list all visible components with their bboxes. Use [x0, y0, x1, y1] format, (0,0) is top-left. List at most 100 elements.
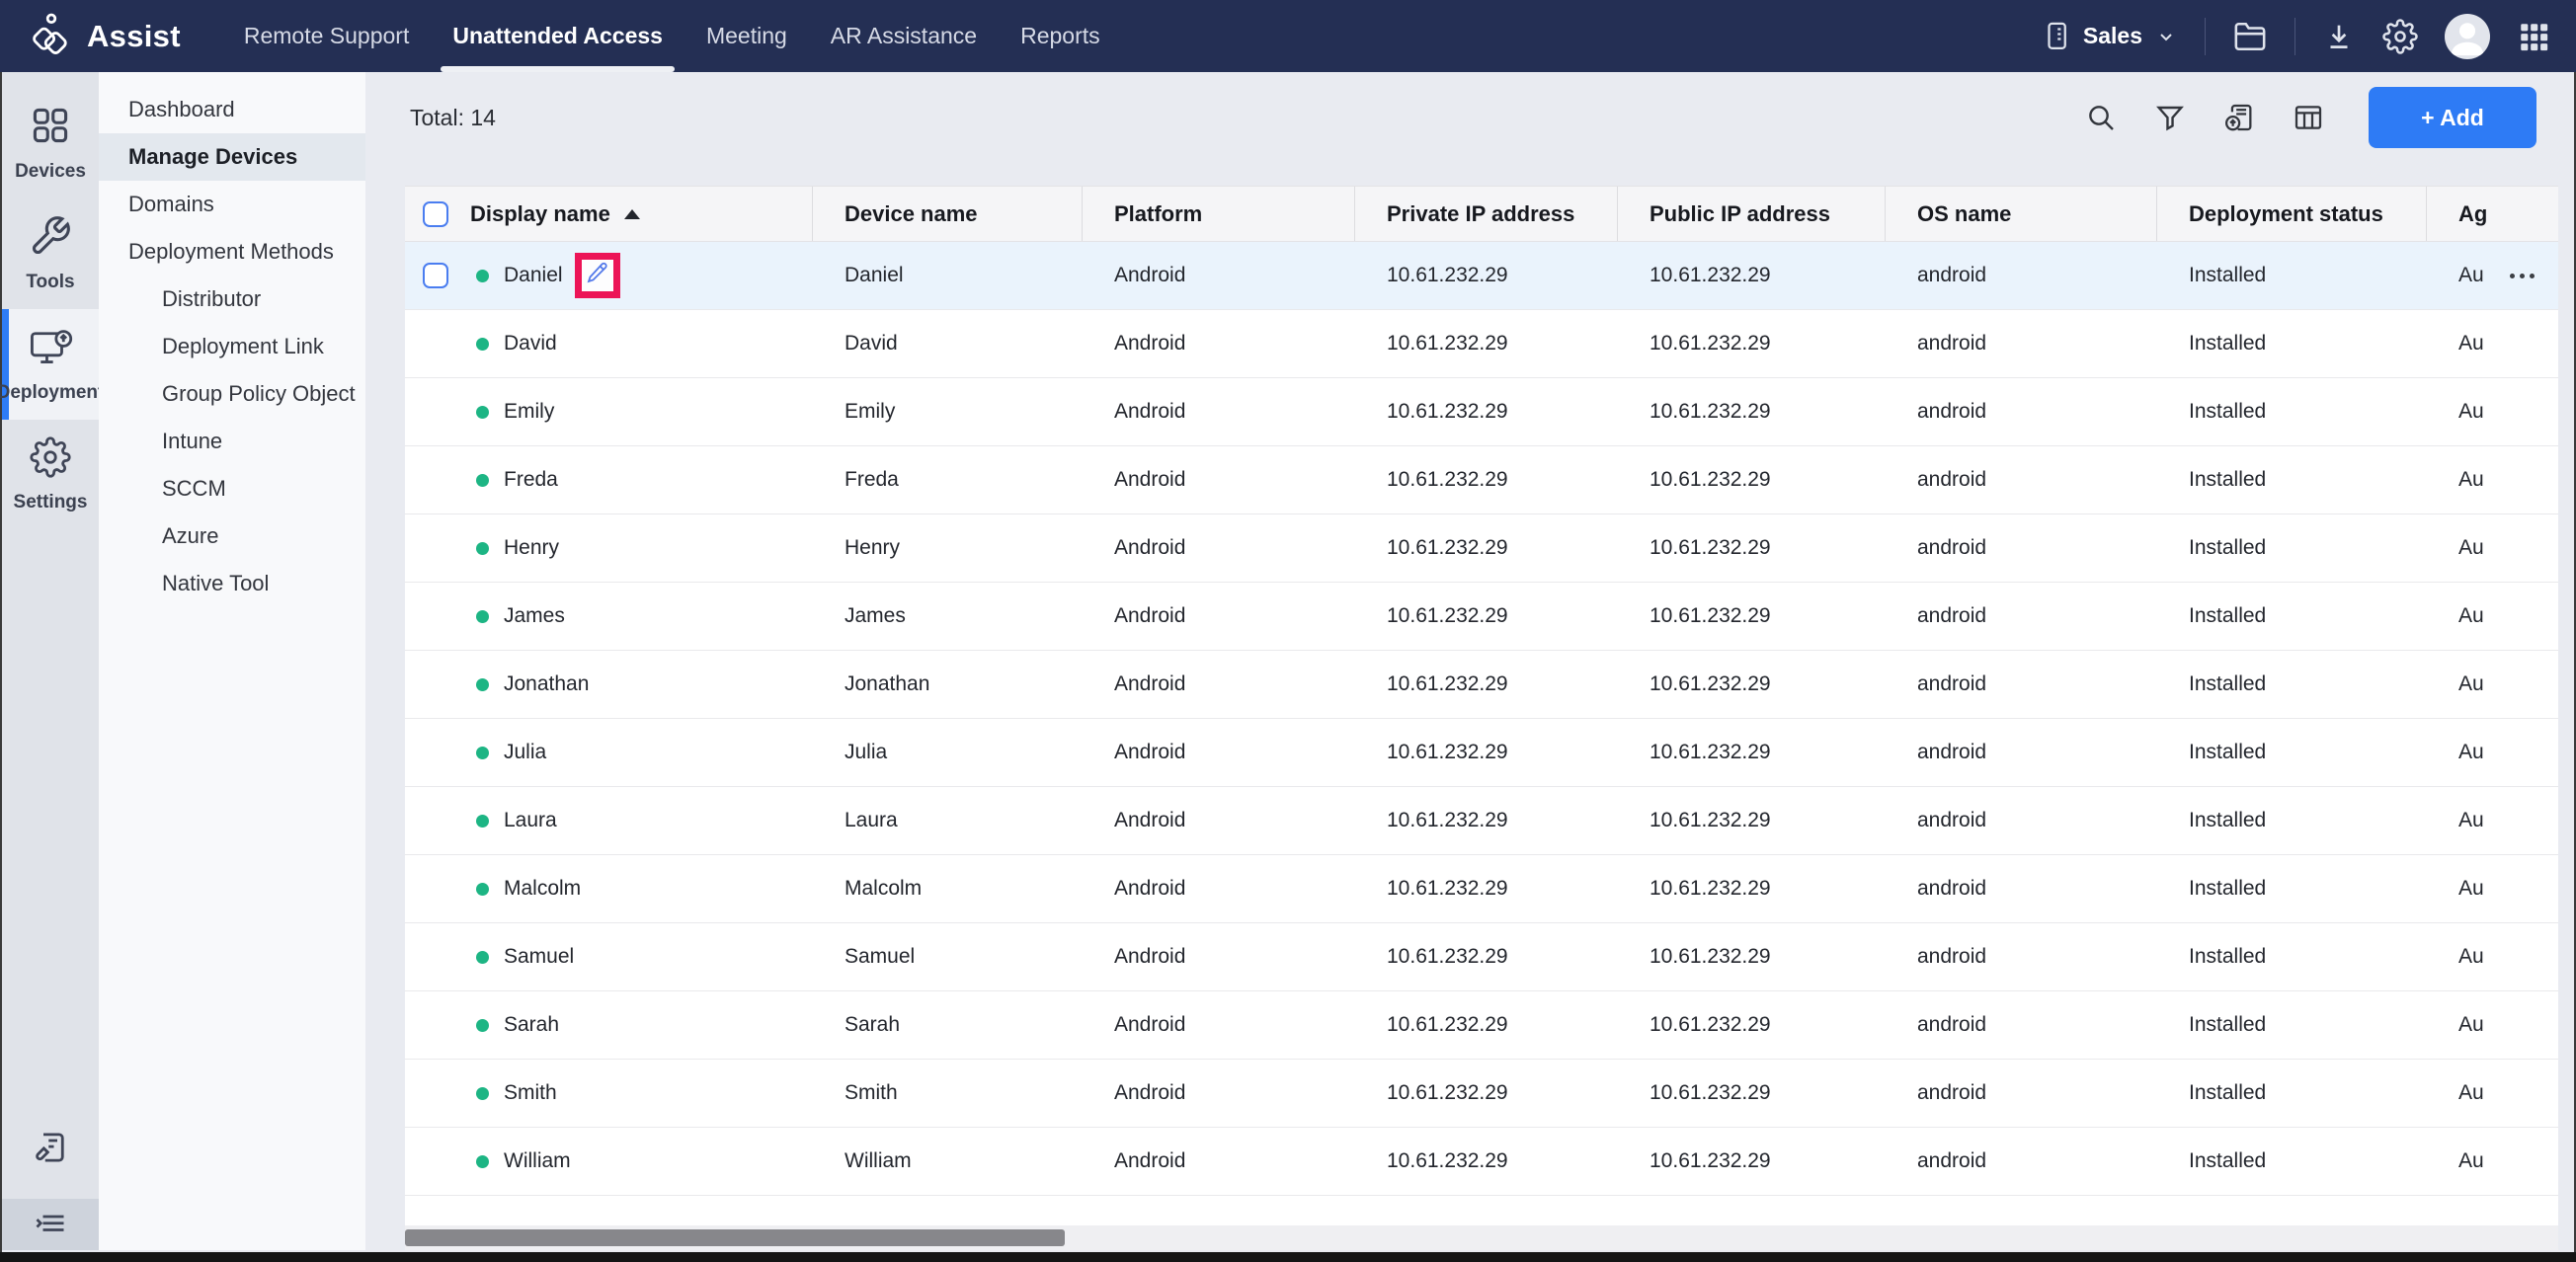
table-row[interactable]: Samuel Samuel Andro [405, 923, 2558, 991]
sidebar-item-deployment-methods[interactable]: Deployment Methods [128, 239, 334, 264]
device-name-cell: Freda [845, 468, 899, 491]
public-ip-cell: 10.61.232.29 [1650, 1081, 1771, 1104]
rail-item-devices[interactable]: Devices [2, 88, 99, 198]
platform-cell: Android [1114, 1081, 1186, 1104]
agent-value: Au [2458, 400, 2484, 423]
display-name-cell: Malcolm [405, 855, 813, 922]
folder-icon[interactable] [2232, 20, 2268, 53]
feedback-button[interactable] [2, 1100, 99, 1199]
deployment-status-cell: Installed [2189, 1149, 2267, 1172]
agent-value: Au [2458, 672, 2484, 695]
display-name-cell: Laura [405, 787, 813, 854]
display-name-cell: Freda [405, 446, 813, 513]
row-checkbox[interactable] [423, 263, 448, 288]
filter-funnel-icon[interactable] [2147, 95, 2193, 140]
sidebar-item-distributor[interactable]: Distributor [162, 286, 262, 311]
primary-tabs: Remote Support Unattended Access Meeting… [222, 0, 1122, 72]
gear-icon[interactable] [2382, 18, 2418, 54]
horizontal-scrollbar-track[interactable] [405, 1225, 2558, 1250]
column-header-public-ip[interactable]: Public IP address [1618, 187, 1886, 241]
deployment-status-cell: Installed [2189, 604, 2267, 627]
agent-cell: Au [2427, 719, 2558, 786]
table-row[interactable]: William William And [405, 1128, 2558, 1196]
agent-cell: Au [2427, 991, 2558, 1059]
sidebar-item-dashboard[interactable]: Dashboard [128, 97, 235, 121]
device-name-cell: Jonathan [845, 672, 930, 695]
edit-pencil-icon[interactable] [586, 261, 609, 290]
column-header-agent[interactable]: Ag [2458, 200, 2488, 226]
tab-unattended-access[interactable]: Unattended Access [431, 0, 684, 72]
tab-meeting[interactable]: Meeting [705, 23, 787, 48]
table-row[interactable]: James James Android [405, 583, 2558, 651]
agent-cell: Au [2427, 1128, 2558, 1195]
rail-item-settings[interactable]: Settings [2, 420, 99, 530]
display-name: Julia [504, 741, 547, 763]
table-row[interactable]: Smith Smith Android [405, 1060, 2558, 1128]
portal-selector[interactable]: Sales [2042, 20, 2178, 53]
table-row[interactable]: David David Android [405, 310, 2558, 378]
table-columns-icon[interactable] [2286, 95, 2331, 140]
column-header-os-name[interactable]: OS name [1886, 187, 2157, 241]
table-row[interactable]: Henry Henry Android [405, 514, 2558, 583]
device-name-cell: Laura [845, 809, 898, 831]
display-name: Emily [504, 400, 555, 423]
online-status-dot [476, 882, 489, 896]
deployment-status-cell: Installed [2189, 741, 2267, 763]
add-device-button[interactable]: + Add [2369, 87, 2536, 148]
column-header-deployment-status[interactable]: Deployment status [2157, 187, 2427, 241]
navbar-divider [2294, 17, 2295, 55]
column-header-private-ip[interactable]: Private IP address [1355, 187, 1618, 241]
download-icon[interactable] [2322, 20, 2356, 53]
sidebar-item-manage-devices[interactable]: Manage Devices [99, 133, 365, 181]
sidebar-item-native-tool[interactable]: Native Tool [162, 571, 270, 595]
tab-reports[interactable]: Reports [1020, 23, 1100, 48]
public-ip-cell: 10.61.232.29 [1650, 332, 1771, 355]
more-actions-icon[interactable] [2509, 273, 2535, 278]
deployment-status-cell: Installed [2189, 672, 2267, 695]
display-name-cell: Julia [405, 719, 813, 786]
platform-cell: Android [1114, 604, 1186, 627]
navbar-divider [2205, 17, 2206, 55]
chevron-down-icon [2154, 25, 2178, 48]
column-header-display-name[interactable]: Display name [405, 187, 813, 241]
table-row[interactable]: Malcolm Malcolm And [405, 855, 2558, 923]
avatar[interactable] [2445, 13, 2490, 59]
collapse-sidebar-icon [31, 1205, 70, 1245]
agent-cell: Au [2427, 310, 2558, 377]
sidebar-item-domains[interactable]: Domains [128, 192, 214, 216]
tab-ar-assistance[interactable]: AR Assistance [830, 23, 978, 48]
table-row[interactable]: Freda Freda Android [405, 446, 2558, 514]
collapse-sidebar-button[interactable] [2, 1199, 99, 1250]
horizontal-scrollbar-thumb[interactable] [405, 1229, 1065, 1246]
rail-item-tools[interactable]: Tools [2, 198, 99, 309]
device-name-cell: Henry [845, 536, 901, 559]
sidebar-item-deployment-link[interactable]: Deployment Link [162, 334, 324, 358]
table-row[interactable]: Laura Laura Android [405, 787, 2558, 855]
sidebar-item-intune[interactable]: Intune [162, 429, 223, 453]
agent-value: Au [2458, 264, 2484, 286]
search-icon[interactable] [2078, 95, 2124, 140]
apps-grid-icon[interactable] [2517, 20, 2550, 53]
table-row[interactable]: Jonathan Jonathan A [405, 651, 2558, 719]
platform-cell: Android [1114, 809, 1186, 831]
rail-item-deployment[interactable]: Deployment [0, 309, 104, 420]
table-row[interactable]: Daniel Daniel Andro [405, 242, 2558, 310]
agent-value: Au [2458, 604, 2484, 627]
table-row[interactable]: Emily Emily Android [405, 378, 2558, 446]
table-row[interactable]: Julia Julia Android [405, 719, 2558, 787]
agent-value: Au [2458, 468, 2484, 491]
sidebar-item-azure[interactable]: Azure [162, 523, 219, 548]
column-header-platform[interactable]: Platform [1083, 187, 1355, 241]
display-name-cell: Samuel [405, 923, 813, 990]
export-report-icon[interactable] [2216, 95, 2262, 140]
devices-grid-icon [29, 104, 72, 152]
column-header-device-name[interactable]: Device name [813, 187, 1083, 241]
table-row[interactable]: Sarah Sarah Android [405, 991, 2558, 1060]
os-name-cell: android [1917, 332, 1987, 355]
tools-wrench-icon [29, 214, 72, 263]
os-name-cell: android [1917, 400, 1987, 423]
select-all-checkbox[interactable] [423, 200, 448, 227]
sidebar-item-group-policy-object[interactable]: Group Policy Object [162, 381, 356, 406]
sidebar-item-sccm[interactable]: SCCM [162, 476, 226, 501]
tab-remote-support[interactable]: Remote Support [243, 23, 410, 48]
